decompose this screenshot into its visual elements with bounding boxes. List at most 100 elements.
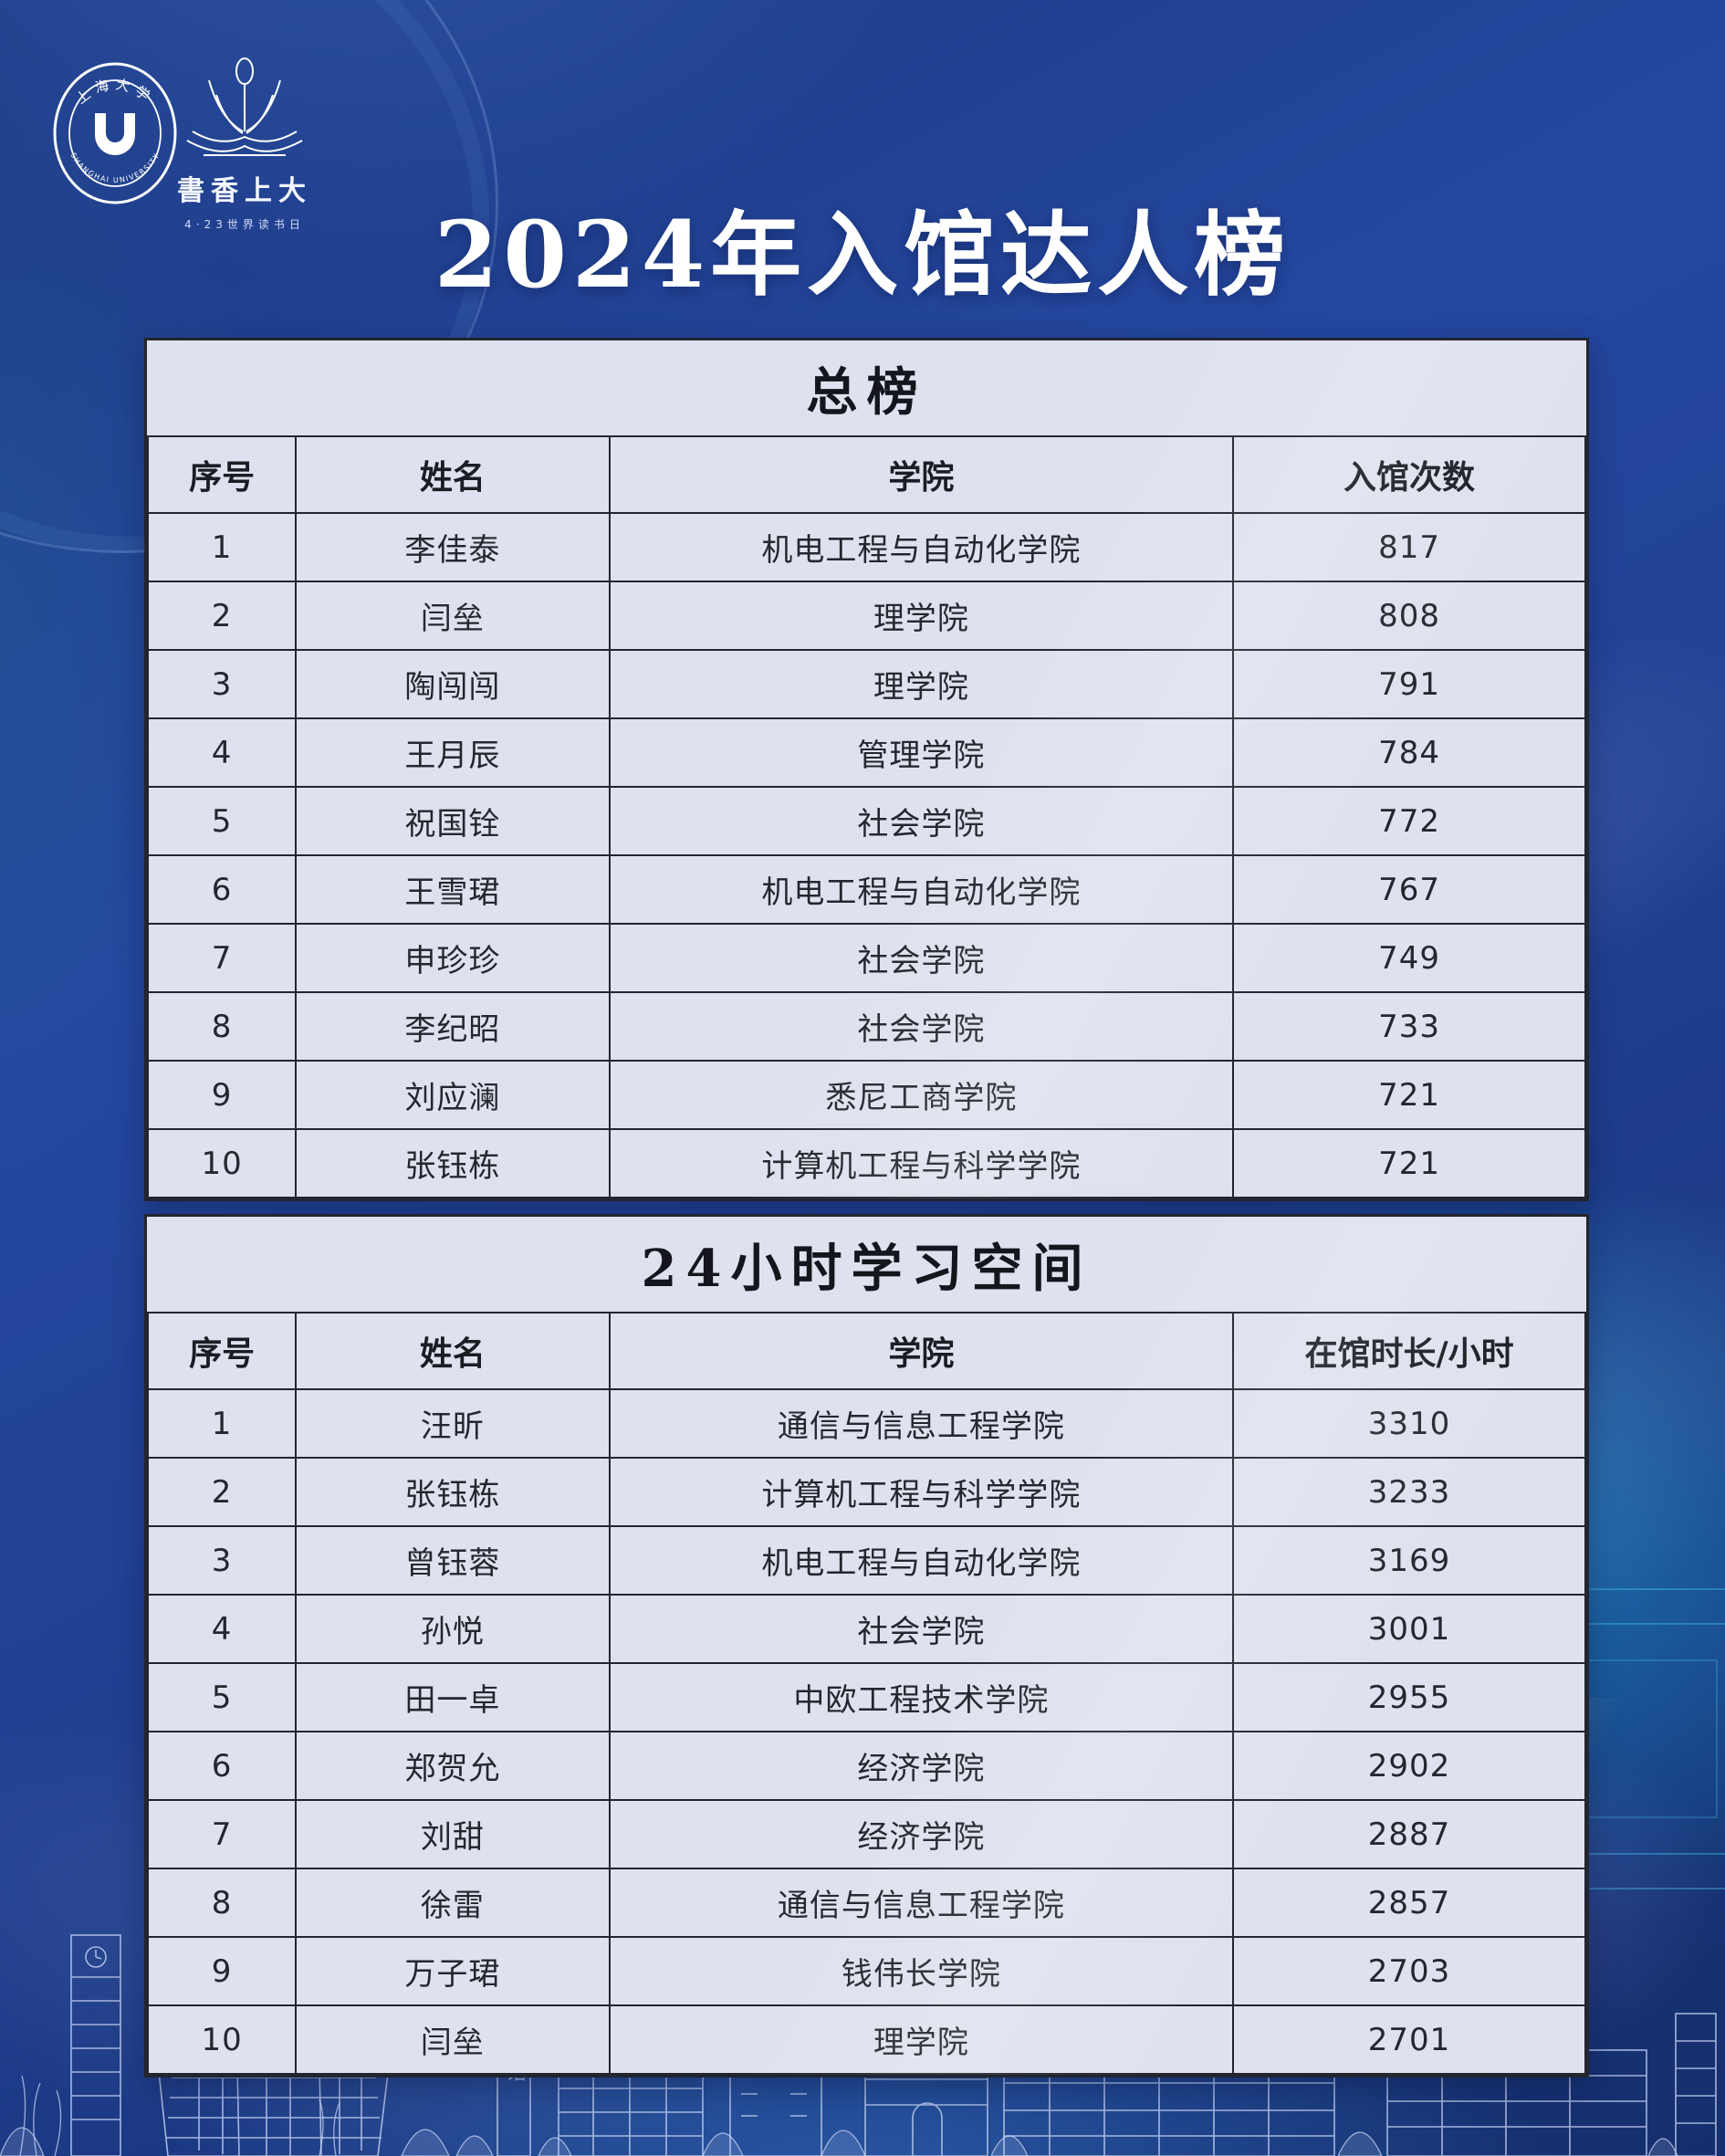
table-row: 6 郑贺允 经济学院 2902: [146, 1731, 1586, 1801]
panel-24h-study-space: 24小时学习空间 序号 姓名 学院 在馆时长/小时 1 汪昕 通信与信息工程学院 3310 2…: [144, 1214, 1589, 2078]
book-logo-title: 書香上大: [177, 175, 312, 207]
table-cell: 钱伟长学院: [608, 1936, 1235, 2006]
table-cell: 9: [146, 1936, 298, 2006]
table-cell: 刘应澜: [295, 1060, 611, 1130]
table-cell: 5: [146, 786, 298, 856]
table-cell: 721: [1232, 1128, 1586, 1198]
table-cell: 4: [146, 1594, 298, 1664]
table-cell: 李佳泰: [295, 512, 611, 582]
table-cell: 4: [146, 717, 298, 788]
table-row: 9 刘应澜 悉尼工商学院 721: [146, 1060, 1586, 1130]
panel-title: 总榜: [806, 361, 927, 423]
table-cell: 计算机工程与科学学院: [608, 1457, 1235, 1527]
table-cell: 理学院: [608, 649, 1235, 719]
table-cell: 社会学院: [608, 923, 1235, 993]
table-row: 8 徐雷 通信与信息工程学院 2857: [146, 1868, 1586, 1938]
table-cell: 7: [146, 1799, 298, 1869]
table-cell: 理学院: [608, 581, 1235, 651]
svg-text:SHANGHAI UNIVERSITY: SHANGHAI UNIVERSITY: [68, 152, 161, 184]
column-header: 姓名: [295, 1312, 611, 1390]
column-header: 在馆时长/小时: [1232, 1312, 1586, 1390]
table-row: 6 王雪珺 机电工程与自动化学院 767: [146, 854, 1586, 925]
table-cell: 万子珺: [295, 1936, 611, 2006]
table-row: 5 田一卓 中欧工程技术学院 2955: [146, 1662, 1586, 1732]
table-cell: 王雪珺: [295, 854, 611, 925]
table-cell: 3233: [1232, 1457, 1586, 1527]
table-cell: 784: [1232, 717, 1586, 788]
table-cell: 3: [146, 649, 298, 719]
table-cell: 徐雷: [295, 1868, 611, 1938]
table-row: 2 闫垒 理学院 808: [146, 581, 1586, 651]
table-cell: 经济学院: [608, 1731, 1235, 1801]
table-row: 9 万子珺 钱伟长学院 2703: [146, 1936, 1586, 2006]
table-cell: 王月辰: [295, 717, 611, 788]
column-header: 入馆次数: [1232, 435, 1586, 514]
table-cell: 汪昕: [295, 1388, 611, 1459]
table-cell: 10: [146, 2004, 298, 2075]
table-cell: 1: [146, 512, 298, 582]
book-logo-subtitle: 4·23世界读书日: [184, 218, 305, 231]
table-row: 5 祝国铨 社会学院 772: [146, 786, 1586, 856]
table-cell: 曾钰蓉: [295, 1525, 611, 1596]
table-cell: 721: [1232, 1060, 1586, 1130]
table-cell: 3: [146, 1525, 298, 1596]
table-cell: 808: [1232, 581, 1586, 651]
table-cell: 社会学院: [608, 786, 1235, 856]
table-cell: 机电工程与自动化学院: [608, 854, 1235, 925]
table-cell: 7: [146, 923, 298, 993]
table-cell: 通信与信息工程学院: [608, 1868, 1235, 1938]
table-cell: 749: [1232, 923, 1586, 993]
table-row: 7 申珍珍 社会学院 749: [146, 923, 1586, 993]
table-cell: 田一卓: [295, 1662, 611, 1732]
table-cell: 闫垒: [295, 2004, 611, 2075]
table-cell: 刘甜: [295, 1799, 611, 1869]
table-cell: 社会学院: [608, 991, 1235, 1062]
page-title: 2024年入馆达人榜: [434, 201, 1291, 309]
table-cell: 3001: [1232, 1594, 1586, 1664]
table-cell: 2902: [1232, 1731, 1586, 1801]
table-row: 2 张钰栋 计算机工程与科学学院 3233: [146, 1457, 1586, 1527]
table-row: 1 李佳泰 机电工程与自动化学院 817: [146, 512, 1586, 582]
table-cell: 9: [146, 1060, 298, 1130]
table-row: 10 张钰栋 计算机工程与科学学院 721: [146, 1128, 1586, 1198]
table-cell: 管理学院: [608, 717, 1235, 788]
table-cell: 闫垒: [295, 581, 611, 651]
table-cell: 2955: [1232, 1662, 1586, 1732]
table-row: 10 闫垒 理学院 2701: [146, 2004, 1586, 2075]
table-cell: 机电工程与自动化学院: [608, 512, 1235, 582]
table-cell: 郑贺允: [295, 1731, 611, 1801]
column-header: 学院: [608, 1312, 1235, 1390]
column-header: 姓名: [295, 435, 611, 514]
book-festival-logo: 書香上大 4·23世界读书日: [172, 47, 318, 248]
table-cell: 817: [1232, 512, 1586, 582]
table-row: 3 曾钰蓉 机电工程与自动化学院 3169: [146, 1525, 1586, 1596]
table-cell: 2701: [1232, 2004, 1586, 2075]
table-cell: 陶闯闯: [295, 649, 611, 719]
table-row: 3 陶闯闯 理学院 791: [146, 649, 1586, 719]
table-cell: 社会学院: [608, 1594, 1235, 1664]
table-cell: 张钰栋: [295, 1457, 611, 1527]
shanghai-university-seal-logo: 上海大学 SHANGHAI UNIVERSITY: [53, 62, 177, 204]
table-cell: 8: [146, 991, 298, 1062]
table-cell: 772: [1232, 786, 1586, 856]
table-cell: 悉尼工商学院: [608, 1060, 1235, 1130]
table-row: 4 王月辰 管理学院 784: [146, 717, 1586, 788]
table-cell: 经济学院: [608, 1799, 1235, 1869]
book-flower-icon: [186, 58, 303, 156]
table-cell: 中欧工程技术学院: [608, 1662, 1235, 1732]
table-cell: 计算机工程与科学学院: [608, 1128, 1235, 1198]
table-cell: 张钰栋: [295, 1128, 611, 1198]
table-cell: 6: [146, 1731, 298, 1801]
table-cell: 2857: [1232, 1868, 1586, 1938]
table-cell: 767: [1232, 854, 1586, 925]
table-cell: 6: [146, 854, 298, 925]
table-cell: 10: [146, 1128, 298, 1198]
panel-overall-ranking: 总榜 序号 姓名 学院 入馆次数 1 李佳泰 机电工程与自动化学院 817 2 闫垒 理学院 808…: [144, 338, 1589, 1201]
table-cell: 孙悦: [295, 1594, 611, 1664]
table-cell: 3310: [1232, 1388, 1586, 1459]
table-cell: 机电工程与自动化学院: [608, 1525, 1235, 1596]
column-header: 学院: [608, 435, 1235, 514]
overall-ranking-table: 序号 姓名 学院 入馆次数 1 李佳泰 机电工程与自动化学院 817 2 闫垒 理学院 808 3 陶闯…: [146, 435, 1586, 1198]
table-cell: 李纪昭: [295, 991, 611, 1062]
